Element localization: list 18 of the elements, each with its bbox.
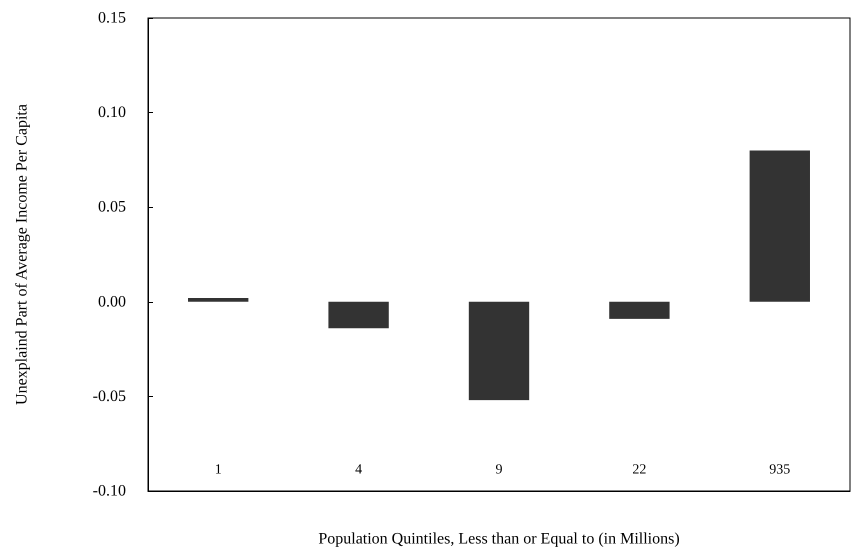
y-tick-label: -0.10 <box>92 482 126 500</box>
bar <box>750 150 810 302</box>
x-tick-label: 22 <box>632 462 646 478</box>
x-tick-label: 1 <box>214 462 222 478</box>
y-tick-label: 0.05 <box>98 198 126 216</box>
y-tick-label: -0.05 <box>92 388 126 405</box>
bar <box>188 298 248 302</box>
y-axis-title: Unexplaind Part of Average Income Per Capita <box>14 104 30 405</box>
bar <box>328 302 389 328</box>
bar <box>468 302 530 400</box>
bar <box>609 302 670 319</box>
y-tick-label: 0.15 <box>98 10 126 26</box>
x-axis-title: Population Quintiles, Less than or Equal to (in Millions) <box>318 530 680 548</box>
y-tick-label: 0.00 <box>98 293 126 310</box>
x-tick-label: 935 <box>769 462 790 478</box>
x-tick-label: 9 <box>496 462 502 478</box>
y-tick-label: 0.10 <box>98 104 126 122</box>
x-tick-label: 4 <box>355 462 362 478</box>
